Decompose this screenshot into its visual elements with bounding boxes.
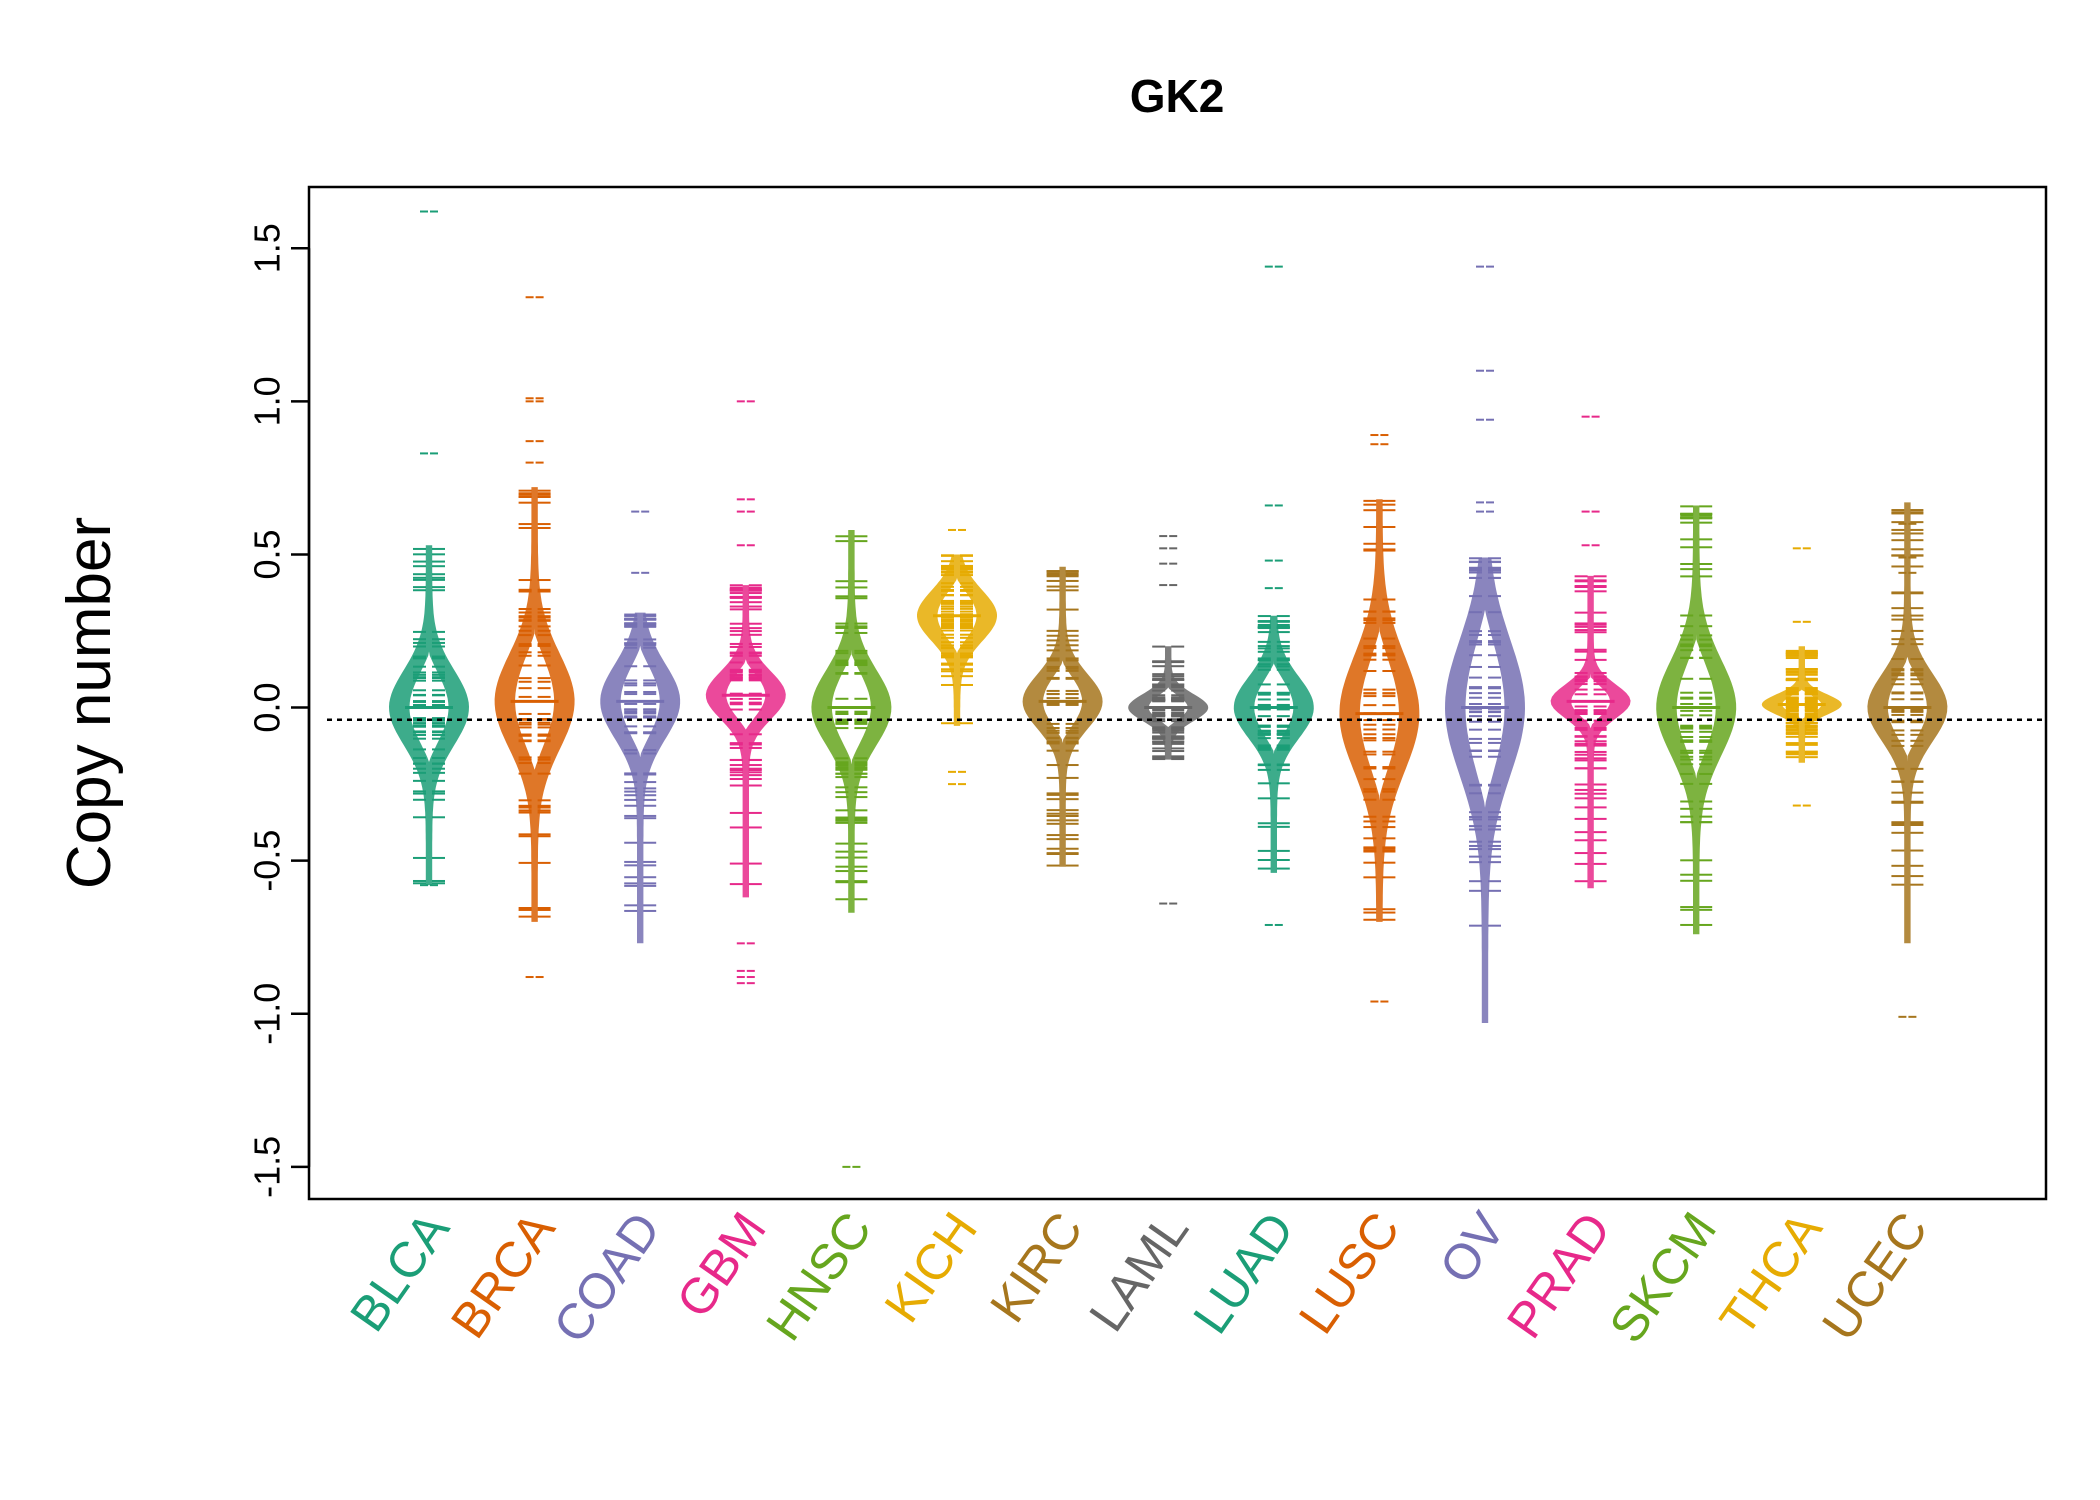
y-tick-label: 0.0	[247, 683, 288, 733]
bean-kirc	[1022, 566, 1103, 867]
bean-kich	[917, 528, 997, 786]
category-label-ucec: UCEC	[1811, 1202, 1938, 1350]
bean-core	[409, 545, 449, 886]
bean-thca	[1761, 547, 1842, 807]
y-tick-label: -1.5	[247, 1136, 288, 1198]
bean-core	[515, 487, 555, 922]
category-label-prad: PRAD	[1496, 1202, 1622, 1348]
y-tick-label: 1.0	[247, 376, 288, 426]
bean-density	[1550, 575, 1631, 889]
bean-density	[705, 585, 786, 898]
bean-core	[1465, 557, 1505, 1023]
bean-ucec	[1867, 502, 1948, 1018]
y-tick-label: -1.0	[247, 983, 288, 1045]
bean-hnsc	[811, 530, 892, 1168]
bean-blca	[389, 210, 469, 887]
category-label-kich: KICH	[874, 1202, 988, 1332]
category-label-skcm: SKCM	[1598, 1202, 1727, 1352]
category-label-ov: OV	[1429, 1202, 1517, 1294]
bean-lusc	[1339, 434, 1420, 1003]
y-tick-label: -0.5	[247, 830, 288, 892]
y-tick-label: 1.5	[247, 223, 288, 273]
bean-coad	[600, 510, 681, 944]
category-label-blca: BLCA	[339, 1202, 460, 1342]
bean-core	[1887, 502, 1927, 944]
category-label-brca: BRCA	[440, 1202, 566, 1348]
beans-layer	[389, 210, 1948, 1168]
bean-core	[620, 612, 660, 944]
chart-title: GK2	[1130, 70, 1225, 122]
bean-core	[1254, 615, 1294, 873]
bean-core	[1043, 566, 1083, 867]
bean-core	[1676, 505, 1716, 935]
bean-gbm	[705, 400, 786, 985]
bean-luad	[1233, 265, 1314, 926]
category-label-lusc: LUSC	[1288, 1202, 1410, 1343]
category-label-hnsc: HNSC	[755, 1202, 882, 1350]
bean-core	[937, 554, 977, 726]
category-label-thca: THCA	[1709, 1202, 1833, 1346]
bean-core	[1148, 646, 1188, 760]
category-label-coad: COAD	[542, 1202, 671, 1352]
category-label-gbm: GBM	[666, 1202, 777, 1327]
y-tick-label: 0.5	[247, 529, 288, 579]
bean-ov	[1445, 265, 1525, 1023]
bean-skcm	[1656, 505, 1737, 935]
bean-brca	[494, 296, 575, 979]
category-label-laml: LAML	[1078, 1202, 1199, 1341]
bean-density	[600, 612, 681, 944]
bean-prad	[1550, 415, 1631, 889]
y-axis-label: Copy number	[55, 517, 124, 889]
bean-core	[831, 530, 871, 913]
bean-core	[1359, 499, 1399, 922]
category-label-kirc: KIRC	[979, 1202, 1093, 1332]
bean-laml	[1128, 535, 1209, 905]
y-axis: -1.5 -1.0 -0.5 0.0 0.5 1.0 1.5	[247, 223, 311, 1198]
category-label-luad: LUAD	[1182, 1202, 1304, 1343]
